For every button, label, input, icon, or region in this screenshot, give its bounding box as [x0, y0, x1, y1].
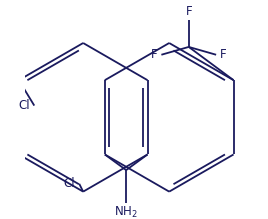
Text: F: F — [151, 48, 158, 61]
Text: Cl: Cl — [64, 177, 75, 190]
Text: Cl: Cl — [19, 99, 30, 112]
Text: NH$_2$: NH$_2$ — [114, 205, 138, 219]
Text: F: F — [185, 5, 192, 18]
Text: F: F — [220, 48, 227, 61]
